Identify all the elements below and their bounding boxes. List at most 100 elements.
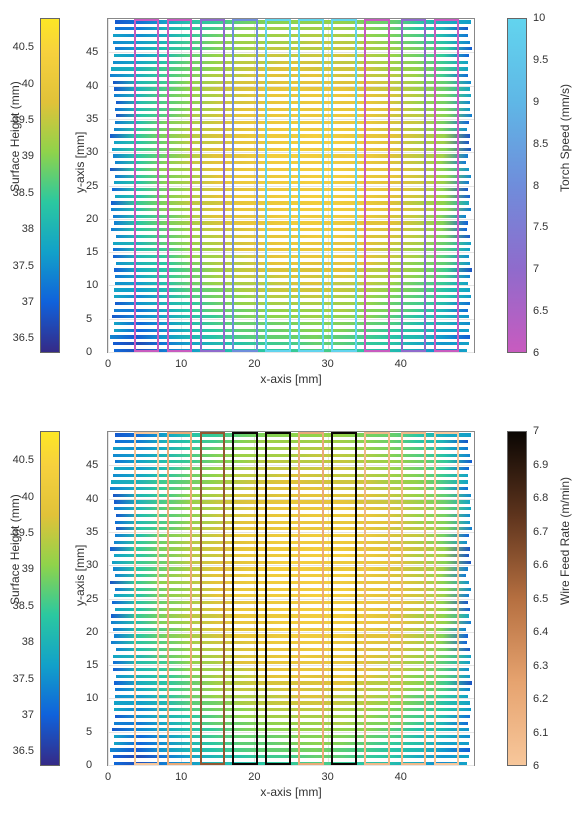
- colorbar-tick-label: 6.9: [533, 459, 563, 471]
- overlay-rect: [298, 432, 324, 765]
- torch-speed-colorbar: Torch Speed (mm/s) 66.577.588.599.510: [507, 18, 565, 353]
- x-axis-label: x-axis [mm]: [260, 785, 321, 799]
- surface-height-colorbar: Surface Height (mm) 36.53737.53838.53939…: [18, 431, 70, 766]
- x-tick-label: 40: [395, 358, 407, 370]
- overlay-rect: [200, 19, 226, 352]
- overlay-rect: [232, 432, 258, 765]
- y-tick-label: 45: [86, 46, 98, 58]
- colorbar-tick-label: 39.5: [0, 114, 34, 126]
- y-tick-label: 5: [86, 313, 92, 325]
- colorbar-tick-label: 7: [533, 263, 563, 275]
- colorbar-gradient: [507, 18, 527, 353]
- colorbar-tick-label: 37.5: [0, 673, 34, 685]
- x-tick-label: 20: [248, 771, 260, 783]
- y-tick-label: 35: [86, 113, 98, 125]
- y-tick-label: 25: [86, 180, 98, 192]
- colorbar-tick-label: 37.5: [0, 260, 34, 272]
- y-tick-label: 10: [86, 279, 98, 291]
- colorbar-tick-label: 40: [0, 78, 34, 90]
- panel-bottom: Surface Height (mm) 36.53737.53838.53939…: [0, 413, 583, 818]
- x-tick-label: 30: [321, 358, 333, 370]
- colorbar-label: Surface Height (mm): [8, 81, 22, 192]
- overlay-rect: [331, 432, 357, 765]
- colorbar-tick-label: 6.7: [533, 526, 563, 538]
- colorbar-tick-label: 36.5: [0, 745, 34, 757]
- colorbar-tick-label: 6.6: [533, 559, 563, 571]
- y-tick-label: 35: [86, 526, 98, 538]
- colorbar-tick-label: 39: [0, 150, 34, 162]
- colorbar-tick-label: 6.1: [533, 727, 563, 739]
- colorbar-tick-label: 6.8: [533, 492, 563, 504]
- x-tick-label: 10: [175, 771, 187, 783]
- x-tick-label: 20: [248, 358, 260, 370]
- colorbar-tick-label: 7.5: [533, 221, 563, 233]
- colorbar-tick-label: 38: [0, 636, 34, 648]
- wire-feed-colorbar: Wire Feed Rate (m/min) 66.16.26.36.46.56…: [507, 431, 565, 766]
- y-axis-label: y-axis [mm]: [73, 544, 87, 605]
- colorbar-tick-label: 7: [533, 425, 563, 437]
- overlay-rect: [298, 19, 324, 352]
- y-tick-label: 30: [86, 559, 98, 571]
- colorbar-tick-label: 6.2: [533, 693, 563, 705]
- x-tick-label: 30: [321, 771, 333, 783]
- y-axis-label: y-axis [mm]: [73, 131, 87, 192]
- colorbar-tick-label: 9: [533, 96, 563, 108]
- colorbar-tick-label: 40.5: [0, 41, 34, 53]
- y-tick-label: 25: [86, 593, 98, 605]
- y-tick-label: 15: [86, 246, 98, 258]
- overlay-rect: [134, 432, 160, 765]
- y-tick-label: 45: [86, 459, 98, 471]
- y-tick-label: 5: [86, 726, 92, 738]
- colorbar-tick-label: 6.4: [533, 626, 563, 638]
- colorbar-tick-label: 38.5: [0, 600, 34, 612]
- colorbar-tick-label: 40.5: [0, 454, 34, 466]
- x-tick-label: 0: [105, 771, 111, 783]
- x-tick-label: 40: [395, 771, 407, 783]
- colorbar-tick-label: 6: [533, 760, 563, 772]
- colorbar-tick-label: 38: [0, 223, 34, 235]
- y-tick-label: 15: [86, 659, 98, 671]
- overlay-rect: [200, 432, 226, 765]
- colorbar-tick-label: 37: [0, 709, 34, 721]
- colorbar-tick-label: 39.5: [0, 527, 34, 539]
- heatmap-axes-bottom: x-axis [mm] y-axis [mm] 0102030400510152…: [107, 431, 475, 766]
- colorbar-tick-label: 38.5: [0, 187, 34, 199]
- y-tick-label: 0: [86, 759, 92, 771]
- colorbar-tick-label: 8: [533, 180, 563, 192]
- overlay-rect: [167, 432, 193, 765]
- overlay-rect: [364, 19, 390, 352]
- colorbar-gradient: [40, 431, 60, 766]
- overlay-rect: [434, 19, 460, 352]
- y-tick-label: 20: [86, 213, 98, 225]
- colorbar-tick-label: 40: [0, 491, 34, 503]
- x-axis-label: x-axis [mm]: [260, 372, 321, 386]
- overlay-rect: [434, 432, 460, 765]
- y-tick-label: 20: [86, 626, 98, 638]
- y-tick-label: 40: [86, 80, 98, 92]
- overlay-rect: [331, 19, 357, 352]
- colorbar-tick-label: 6.5: [533, 305, 563, 317]
- overlay-rect: [401, 432, 427, 765]
- overlay-rect: [265, 19, 291, 352]
- x-tick-label: 0: [105, 358, 111, 370]
- y-tick-label: 0: [86, 346, 92, 358]
- overlay-rect: [134, 19, 160, 352]
- colorbar-gradient: [40, 18, 60, 353]
- colorbar-label: Surface Height (mm): [8, 494, 22, 605]
- overlay-rect: [364, 432, 390, 765]
- y-tick-label: 10: [86, 692, 98, 704]
- panel-top: Surface Height (mm) 36.53737.53838.53939…: [0, 0, 583, 405]
- surface-height-colorbar: Surface Height (mm) 36.53737.53838.53939…: [18, 18, 70, 353]
- overlay-rect: [232, 19, 258, 352]
- y-tick-label: 40: [86, 493, 98, 505]
- x-tick-label: 10: [175, 358, 187, 370]
- heatmap-axes-top: x-axis [mm] y-axis [mm] 0102030400510152…: [107, 18, 475, 353]
- colorbar-tick-label: 6: [533, 347, 563, 359]
- overlay-rect: [401, 19, 427, 352]
- colorbar-tick-label: 37: [0, 296, 34, 308]
- y-tick-label: 30: [86, 146, 98, 158]
- colorbar-tick-label: 8.5: [533, 138, 563, 150]
- colorbar-tick-label: 6.5: [533, 593, 563, 605]
- figure: Surface Height (mm) 36.5 37 37.5 38 38.5 39 39…: [0, 0, 583, 823]
- colorbar-tick-label: 10: [533, 12, 563, 24]
